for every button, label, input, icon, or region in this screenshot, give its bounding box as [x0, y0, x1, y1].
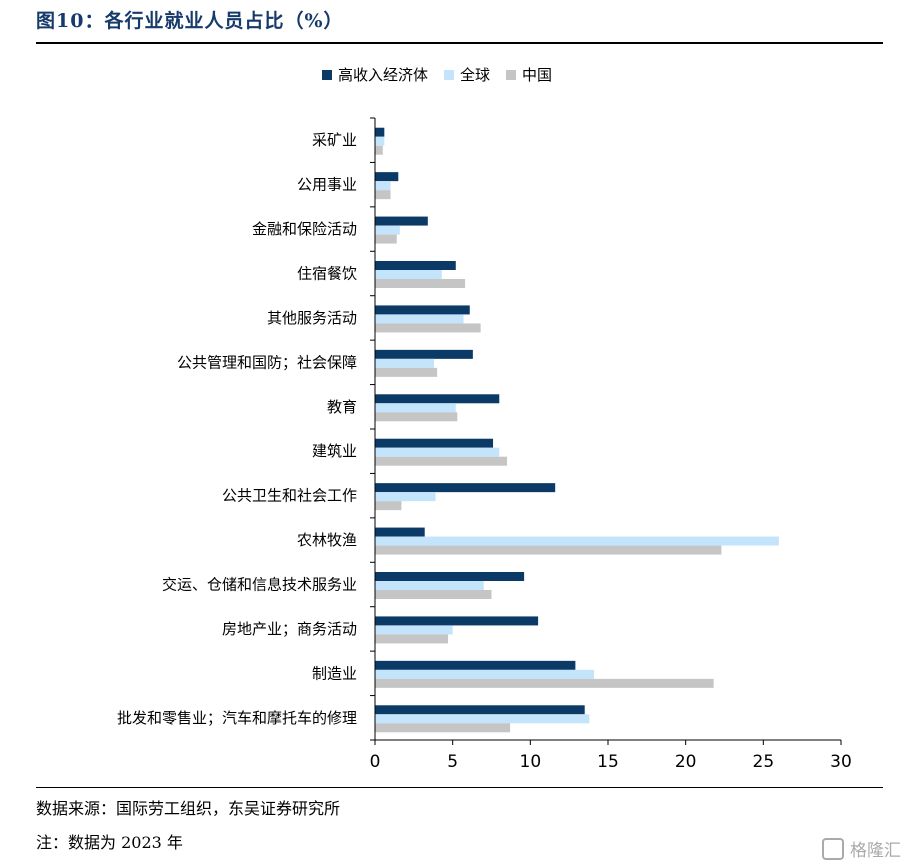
legend-swatch-china [506, 69, 517, 80]
top-rule [36, 42, 883, 44]
category-label-5: 公共管理和国防；社会保障 [177, 353, 357, 371]
bar-0-10 [375, 572, 525, 581]
category-label-0: 采矿业 [312, 131, 357, 149]
bar-0-0 [375, 127, 385, 137]
bar-2-9 [375, 545, 722, 555]
x-tick-label-1: 5 [447, 752, 458, 772]
watermark: 格隆汇 [822, 836, 901, 861]
category-label-2: 金融和保险活动 [252, 220, 357, 238]
bar-1-5 [375, 358, 435, 368]
bar-2-10 [375, 590, 492, 599]
legend-label-high-income: 高收入经济体 [338, 66, 429, 84]
bar-chart: 采矿业公用事业金融和保险活动住宿餐饮其他服务活动公共管理和国防；社会保障教育建筑… [117, 117, 852, 772]
bar-0-8 [375, 483, 556, 493]
chart-legend: 高收入经济体 全球 中国 [322, 64, 552, 85]
bar-0-9 [375, 527, 425, 537]
bar-1-6 [375, 403, 456, 413]
data-year-note: 注：数据为 2023 年 [36, 833, 183, 852]
bar-2-0 [375, 145, 383, 155]
bar-1-8 [375, 492, 436, 502]
legend-swatch-global [444, 69, 455, 80]
legend-label-global: 全球 [460, 66, 491, 84]
bar-1-0 [375, 136, 385, 146]
legend-item-high-income: 高收入经济体 [322, 64, 428, 85]
bar-2-8 [375, 501, 402, 511]
x-tick-label-4: 20 [675, 752, 697, 772]
bar-2-7 [375, 456, 508, 466]
bar-0-7 [375, 438, 494, 448]
category-label-13: 批发和零售业；汽车和摩托车的修理 [117, 709, 357, 727]
x-tick-label-6: 30 [830, 752, 852, 772]
bar-0-6 [375, 394, 500, 404]
bar-2-4 [375, 323, 481, 333]
bar-0-13 [375, 705, 585, 715]
x-tick-label-2: 10 [520, 752, 542, 772]
bar-0-5 [375, 349, 473, 359]
bar-0-2 [375, 216, 428, 226]
category-label-11: 房地产业；商务活动 [222, 620, 357, 638]
bar-2-2 [375, 234, 397, 244]
bar-1-1 [375, 181, 391, 191]
bar-1-3 [375, 270, 442, 279]
x-tick-label-0: 0 [370, 752, 381, 772]
watermark-text: 格隆汇 [850, 841, 901, 861]
source-note: 数据来源：国际劳工组织，东吴证券研究所 [36, 799, 341, 818]
category-label-4: 其他服务活动 [267, 309, 357, 327]
bar-0-12 [375, 660, 576, 670]
bar-2-3 [375, 279, 466, 288]
legend-swatch-high-income [322, 69, 332, 80]
bar-2-1 [375, 190, 391, 200]
category-label-6: 教育 [327, 398, 357, 416]
bar-1-10 [375, 581, 484, 590]
legend-item-china: 中国 [506, 64, 552, 85]
watermark-logo-icon [822, 837, 844, 860]
figure-title: 图10：各行业就业人员占比（%） [36, 10, 344, 32]
bottom-rule [36, 787, 883, 788]
bar-1-9 [375, 536, 779, 546]
bar-2-12 [375, 678, 714, 688]
x-tick-label-3: 15 [597, 752, 619, 772]
category-label-9: 农林牧渔 [297, 531, 357, 549]
category-label-10: 交运、仓储和信息技术服务业 [162, 576, 357, 594]
bar-2-13 [375, 723, 511, 733]
bar-0-4 [375, 305, 470, 315]
bar-2-5 [375, 367, 438, 377]
bar-1-12 [375, 669, 595, 679]
category-label-12: 制造业 [312, 664, 357, 682]
category-label-8: 公共卫生和社会工作 [222, 487, 357, 505]
legend-item-global: 全球 [444, 64, 490, 85]
bar-2-6 [375, 412, 458, 422]
category-label-3: 住宿餐饮 [297, 265, 357, 283]
bar-1-11 [375, 625, 453, 635]
bar-1-13 [375, 714, 590, 724]
x-tick-label-5: 25 [753, 752, 775, 772]
bar-1-2 [375, 225, 400, 235]
bar-2-11 [375, 634, 449, 644]
bar-1-7 [375, 447, 500, 457]
bar-0-1 [375, 172, 399, 182]
bar-0-3 [375, 261, 456, 270]
bar-0-11 [375, 616, 539, 626]
category-label-7: 建筑业 [312, 442, 357, 460]
bar-1-4 [375, 314, 464, 324]
category-label-1: 公用事业 [297, 176, 357, 194]
legend-label-china: 中国 [522, 66, 553, 84]
